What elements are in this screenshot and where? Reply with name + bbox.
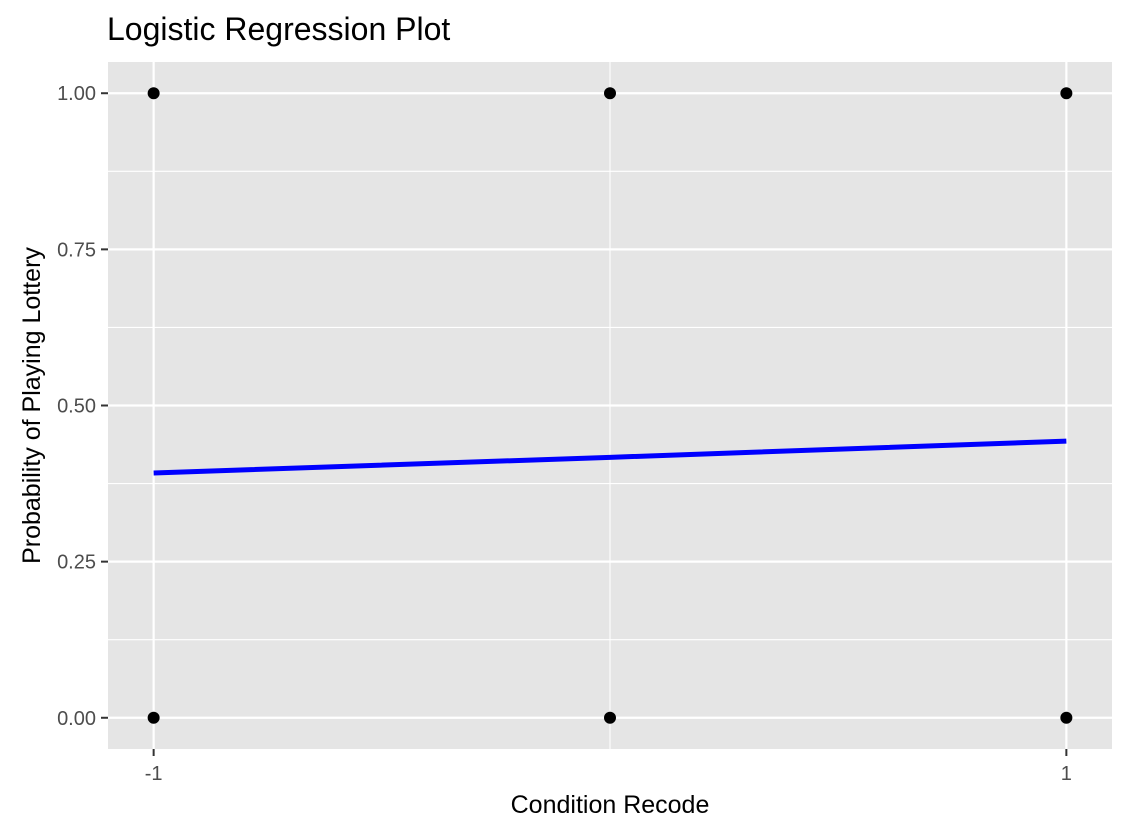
data-point [147,87,160,100]
fit-line-layer [153,438,1067,476]
y-tick-label: 0.00 [57,708,96,730]
data-point [1060,711,1073,724]
y-axis: 0.00 0.25 0.50 0.75 1.00 [57,83,108,730]
y-tick-label: 0.25 [57,552,96,574]
y-tick-label: 1.00 [57,83,96,105]
y-axis-title: Probability of Playing Lottery [18,247,46,564]
x-axis-title: Condition Recode [511,791,710,819]
minor-gridlines [108,62,1112,749]
y-tick-label: 0.50 [57,396,96,418]
x-tick-label: -1 [145,763,163,785]
fit-line [153,438,1067,476]
y-tick-label: 0.75 [57,239,96,261]
data-points [147,87,1073,724]
data-point [604,711,616,724]
x-tick-label: 1 [1061,763,1072,785]
x-axis: -1 1 [145,749,1072,785]
chart-title: Logistic Regression Plot [107,11,450,47]
data-point [147,711,160,724]
data-point [1060,87,1073,100]
data-point [604,87,616,100]
